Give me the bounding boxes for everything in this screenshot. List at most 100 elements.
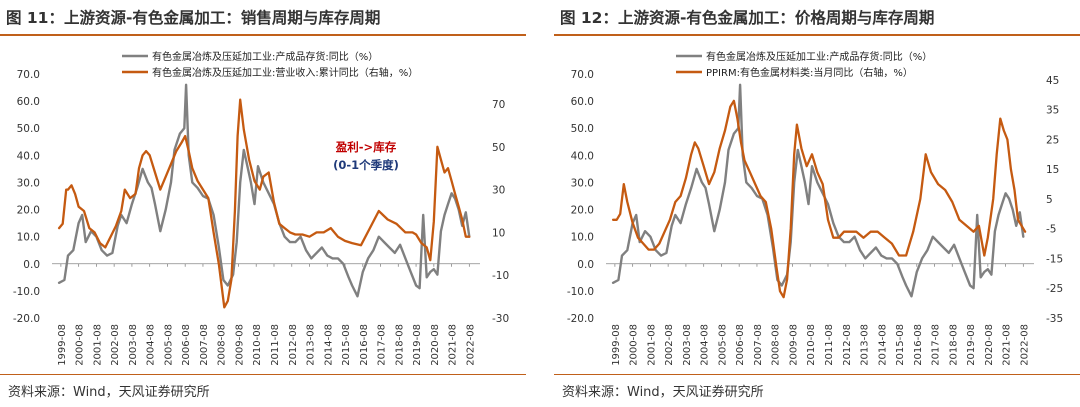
- x-axis-tick-label: 2014-08: [323, 324, 334, 366]
- x-axis-tick-label: 2020-08: [984, 324, 995, 366]
- figure-12-panel: 图 12：上游资源-有色金属加工：价格周期与库存周期 -20.0 -10.0 0.0…: [554, 0, 1080, 407]
- left-axis-tick-label: 20.0: [571, 205, 594, 217]
- x-axis-tick-label: 2012-08: [288, 324, 299, 366]
- x-axis-tick-label: 2004-08: [146, 324, 157, 366]
- x-axis-tick-label: 2020-08: [430, 324, 441, 366]
- x-axis-tick-label: 2006-08: [735, 324, 746, 366]
- left-axis-tick-label: 60.0: [571, 96, 594, 108]
- x-axis-tick-label: 1999-08: [611, 324, 622, 366]
- left-axis-tick-label: -10.0: [13, 286, 40, 298]
- figure-title: 图 12：上游资源-有色金属加工：价格周期与库存周期: [560, 9, 935, 27]
- x-axis-tick-label: 2022-08: [465, 324, 476, 366]
- x-axis-tick-label: 2017-08: [931, 324, 942, 366]
- right-axis-tick-label: -15: [1046, 253, 1063, 265]
- x-axis-tick-label: 2010-08: [252, 324, 263, 366]
- right-axis-tick-label: 35: [1046, 105, 1059, 117]
- x-axis-tick-label: 2007-08: [199, 324, 210, 366]
- source-note: 资料来源：Wind，天风证券研究所: [562, 385, 764, 400]
- x-axis-tick-label: 2008-08: [771, 324, 782, 366]
- orange-series-line: [611, 99, 1027, 299]
- x-axis-tick-label: 2019-08: [966, 324, 977, 366]
- figure-title: 图 11：上游资源-有色金属加工：销售周期与库存周期: [6, 9, 381, 27]
- right-axis-tick-label: 15: [1046, 164, 1059, 176]
- right-axis-tick-label: 25: [1046, 134, 1059, 146]
- x-axis-tick-label: 2009-08: [788, 324, 799, 366]
- x-axis-tick-label: 2019-08: [412, 324, 423, 366]
- right-axis-tick-label: -10: [492, 270, 509, 282]
- left-axis-tick-label: 10.0: [571, 232, 594, 244]
- orange-series-line: [57, 98, 471, 309]
- chart-annotation: (0-1个季度): [333, 158, 399, 172]
- x-axis-tick-label: 2018-08: [948, 324, 959, 366]
- legend-label: 有色金属冶炼及压延加工业:产成品存货:同比（%）: [152, 50, 378, 63]
- x-axis-tick-label: 2008-08: [217, 324, 228, 366]
- source-rule: [0, 374, 526, 375]
- x-axis-tick-label: 2011-08: [824, 324, 835, 366]
- right-axis-tick-label: 30: [492, 185, 505, 197]
- x-axis-tick-label: 2004-08: [700, 324, 711, 366]
- left-axis-tick-label: 60.0: [17, 96, 40, 108]
- x-axis-tick-label: 2021-08: [1002, 324, 1013, 366]
- left-axis-tick-label: 10.0: [17, 232, 40, 244]
- left-axis-tick-label: -10.0: [567, 286, 594, 298]
- left-axis-tick-label: 40.0: [17, 150, 40, 162]
- right-axis-tick-label: 10: [492, 227, 505, 239]
- chart-annotation: 盈利->库存: [335, 140, 397, 154]
- inventory-sales-cycle-chart: -20.0 -10.0 0.0 10.0 20.0 30.0 40.0 50.0 60.0 70.…: [13, 50, 509, 366]
- gray-series-line: [57, 83, 471, 298]
- left-axis-tick-label: 20.0: [17, 205, 40, 217]
- left-axis-tick-label: -20.0: [13, 313, 40, 325]
- right-axis-tick-label: -30: [492, 313, 509, 325]
- x-axis-tick-label: 2013-08: [306, 324, 317, 366]
- left-axis-tick-label: 0.0: [577, 259, 594, 271]
- x-axis-tick-label: 2005-08: [717, 324, 728, 366]
- x-axis-tick-label: 2000-08: [75, 324, 86, 366]
- source-rule: [554, 374, 1080, 375]
- right-axis-tick-label: 45: [1046, 75, 1059, 87]
- x-axis-tick-label: 2007-08: [753, 324, 764, 366]
- x-axis-tick-label: 2003-08: [128, 324, 139, 366]
- x-axis-tick-label: 2000-08: [629, 324, 640, 366]
- x-axis-tick-label: 2001-08: [646, 324, 657, 366]
- right-axis-tick-label: 50: [492, 142, 505, 154]
- x-axis-tick-label: 2021-08: [448, 324, 459, 366]
- right-axis-tick-label: 5: [1046, 194, 1053, 206]
- x-axis-tick-label: 2015-08: [895, 324, 906, 366]
- x-axis-tick-label: 2016-08: [913, 324, 924, 366]
- left-axis-tick-label: 50.0: [17, 123, 40, 135]
- source-note: 资料来源：Wind，天风证券研究所: [8, 385, 210, 400]
- x-axis-tick-label: 2009-08: [234, 324, 245, 366]
- left-axis-tick-label: 0.0: [23, 259, 40, 271]
- left-axis-tick-label: 70.0: [17, 69, 40, 81]
- left-axis-tick-label: 40.0: [571, 150, 594, 162]
- x-axis-tick-label: 2002-08: [664, 324, 675, 366]
- right-axis-tick-label: -35: [1046, 313, 1063, 325]
- gray-series-line: [611, 83, 1025, 298]
- x-axis-tick-label: 2011-08: [270, 324, 281, 366]
- x-axis-tick-label: 2001-08: [92, 324, 103, 366]
- x-axis-tick-label: 2003-08: [682, 324, 693, 366]
- x-axis-tick-label: 1999-08: [57, 324, 68, 366]
- x-axis-tick-label: 2018-08: [394, 324, 405, 366]
- legend-label: PPIRM:有色金属材料类:当月同比（右轴，%）: [706, 66, 913, 79]
- x-axis-tick-label: 2016-08: [359, 324, 370, 366]
- right-axis-tick-label: 70: [492, 99, 505, 111]
- x-axis-tick-label: 2005-08: [163, 324, 174, 366]
- legend-label: 有色金属冶炼及压延加工业:营业收入:累计同比（右轴，%）: [152, 66, 418, 79]
- title-rule: [554, 34, 1080, 36]
- x-axis-tick-label: 2006-08: [181, 324, 192, 366]
- x-axis-tick-label: 2015-08: [341, 324, 352, 366]
- left-axis-tick-label: 70.0: [571, 69, 594, 81]
- x-axis-tick-label: 2013-08: [860, 324, 871, 366]
- left-axis-tick-label: 30.0: [17, 177, 40, 189]
- x-axis-tick-label: 2012-08: [842, 324, 853, 366]
- right-axis-tick-label: -5: [1046, 224, 1056, 236]
- x-axis-tick-label: 2017-08: [377, 324, 388, 366]
- x-axis-tick-label: 2022-08: [1019, 324, 1030, 366]
- right-axis-tick-label: -25: [1046, 283, 1063, 295]
- x-axis-tick-label: 2002-08: [110, 324, 121, 366]
- title-rule: [0, 34, 526, 36]
- figure-11-panel: 图 11：上游资源-有色金属加工：销售周期与库存周期 -20.0 -10.0 0.0…: [0, 0, 526, 407]
- left-axis-tick-label: -20.0: [567, 313, 594, 325]
- inventory-price-cycle-chart: -20.0 -10.0 0.0 10.0 20.0 30.0 40.0 50.0 60.0 70.…: [567, 50, 1063, 366]
